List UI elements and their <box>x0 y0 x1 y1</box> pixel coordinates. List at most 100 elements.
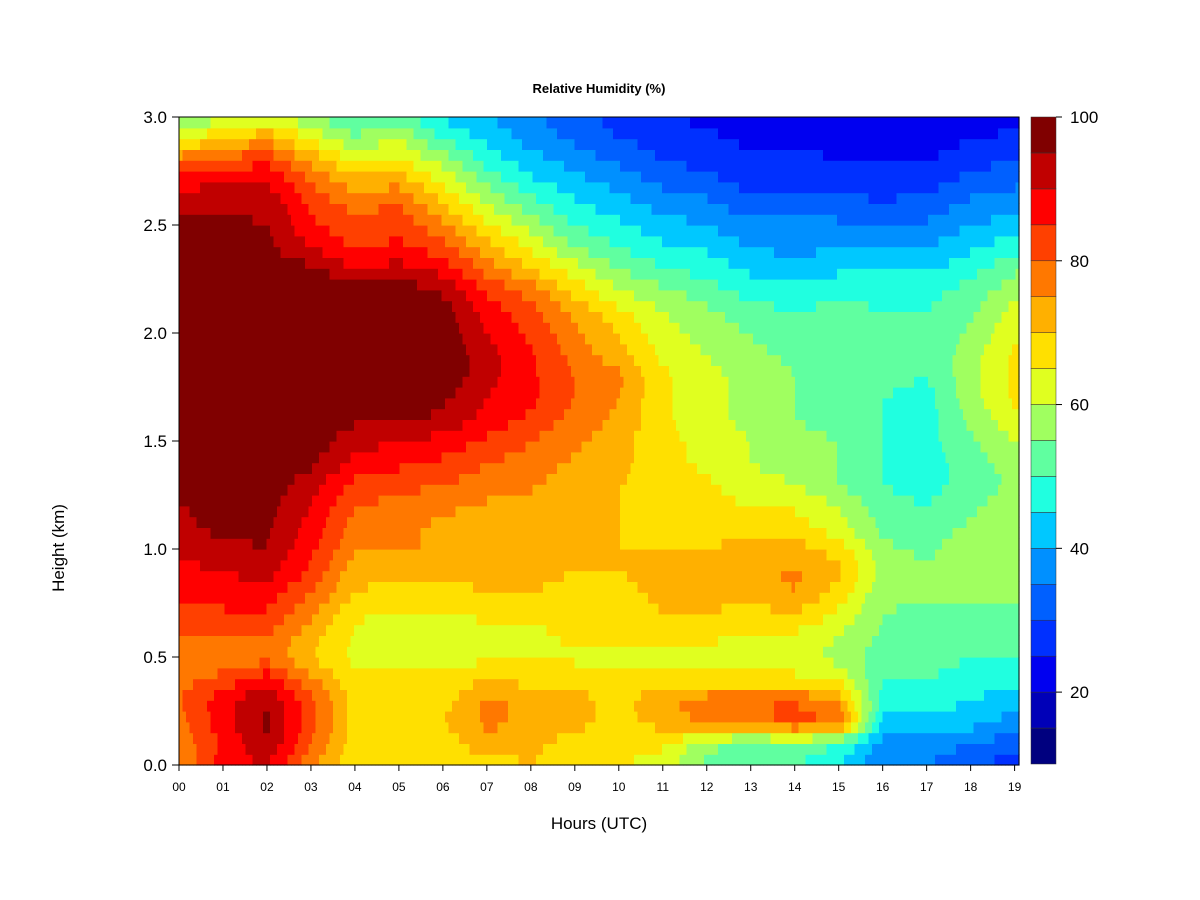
heatmap-cell <box>189 127 194 140</box>
heatmap-cell <box>242 181 247 194</box>
heatmap-cell <box>270 646 275 658</box>
heatmap-cell <box>280 419 285 431</box>
heatmap-cell <box>301 527 306 539</box>
heatmap-cell <box>266 127 271 140</box>
heatmap-cell <box>182 721 187 734</box>
heatmap-cell <box>217 117 222 129</box>
heatmap-cell <box>294 495 299 507</box>
heatmap-cell <box>308 203 313 215</box>
heatmap-cell <box>333 473 338 485</box>
heatmap-cell <box>354 181 359 194</box>
heatmap-cell <box>382 721 387 734</box>
heatmap-cell <box>270 624 275 636</box>
heatmap-cell <box>207 419 212 431</box>
heatmap-cell <box>231 311 236 323</box>
heatmap-cell <box>375 646 380 658</box>
heatmap-cell <box>466 127 471 140</box>
heatmap-cell <box>291 225 296 237</box>
heatmap-cell <box>231 538 236 550</box>
heatmap-cell <box>392 333 397 345</box>
heatmap-cell <box>203 549 208 561</box>
heatmap-cell <box>326 667 331 680</box>
heatmap-cell <box>280 354 285 366</box>
heatmap-cell <box>291 138 296 150</box>
heatmap-cell <box>287 322 292 334</box>
heatmap-cell <box>196 635 201 647</box>
heatmap-cell <box>389 192 394 204</box>
heatmap-cell <box>371 203 376 215</box>
heatmap-cell <box>193 149 198 161</box>
heatmap-cell <box>382 657 387 669</box>
heatmap-cell <box>179 473 184 485</box>
heatmap-cell <box>410 289 415 302</box>
heatmap-cell <box>238 343 243 356</box>
heatmap-cell <box>378 149 383 161</box>
heatmap-cell <box>179 214 184 226</box>
heatmap-cell <box>413 430 418 442</box>
heatmap-cell <box>438 646 443 658</box>
heatmap-cell <box>259 743 264 755</box>
heatmap-cell <box>459 678 464 690</box>
heatmap-cell <box>182 581 187 593</box>
heatmap-cell <box>361 419 366 431</box>
heatmap-cell <box>301 484 306 496</box>
heatmap-cell <box>378 721 383 734</box>
heatmap-cell <box>350 495 355 507</box>
heatmap-cell <box>438 505 443 518</box>
heatmap-cell <box>326 419 331 431</box>
heatmap-cell <box>399 279 404 291</box>
heatmap-cell <box>382 732 387 744</box>
heatmap-cell <box>245 657 250 669</box>
heatmap-cell <box>385 376 390 388</box>
heatmap-cell <box>431 613 436 626</box>
heatmap-cell <box>217 225 222 237</box>
heatmap-cell <box>403 473 408 485</box>
heatmap-cell <box>368 667 373 680</box>
heatmap-cell <box>228 754 233 766</box>
heatmap-cell <box>231 160 236 172</box>
heatmap-cell <box>210 181 215 194</box>
heatmap-cell <box>277 559 282 572</box>
heatmap-cell <box>256 484 261 496</box>
heatmap-cell <box>179 613 184 626</box>
heatmap-cell <box>445 160 450 172</box>
heatmap-cell <box>420 732 425 744</box>
heatmap-cell <box>263 192 268 204</box>
heatmap-cell <box>277 732 282 744</box>
heatmap-cell <box>459 754 464 766</box>
heatmap-cell <box>441 365 446 377</box>
heatmap-cell <box>403 279 408 291</box>
heatmap-cell <box>459 603 464 615</box>
heatmap-cell <box>235 495 240 507</box>
heatmap-cell <box>448 214 453 226</box>
heatmap-cell <box>189 754 194 766</box>
heatmap-cell <box>371 559 376 572</box>
heatmap-cell <box>245 667 250 680</box>
heatmap-cell <box>431 311 436 323</box>
heatmap-cell <box>266 419 271 431</box>
heatmap-cell <box>420 711 425 723</box>
heatmap-cell <box>287 311 292 323</box>
heatmap-cell <box>350 516 355 528</box>
heatmap-cell <box>270 365 275 377</box>
heatmap-cell <box>357 711 362 723</box>
heatmap-cell <box>462 160 467 172</box>
heatmap-cell <box>385 441 390 453</box>
heatmap-cell <box>273 473 278 485</box>
heatmap-cell <box>235 484 240 496</box>
heatmap-cell <box>308 149 313 161</box>
heatmap-cell <box>392 451 397 464</box>
heatmap-cell <box>266 365 271 377</box>
heatmap-cell <box>203 559 208 572</box>
heatmap-cell <box>322 171 327 183</box>
chart-title: Relative Humidity (%) <box>533 81 666 96</box>
heatmap-cell <box>280 473 285 485</box>
heatmap-cell <box>336 451 341 464</box>
heatmap-cell <box>375 495 380 507</box>
heatmap-cell <box>399 181 404 194</box>
heatmap-cell <box>263 354 268 366</box>
heatmap-cell <box>214 192 219 204</box>
heatmap-cell <box>287 376 292 388</box>
heatmap-cell <box>186 624 191 636</box>
heatmap-cell <box>291 711 296 723</box>
